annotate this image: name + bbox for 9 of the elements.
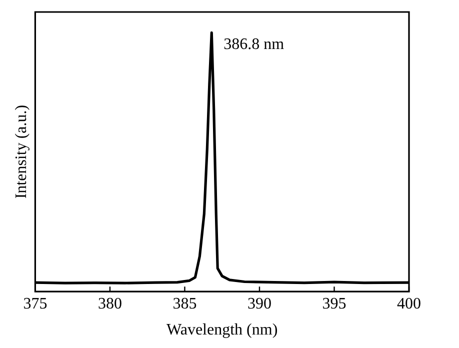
annotation: 386.8 nm [224,36,285,53]
x-tick-label: 385 [172,295,197,312]
x-tick-label: 395 [322,295,346,312]
x-tick-label: 375 [23,295,48,312]
y-axis-title: Intensity (a.u.) [12,104,30,199]
x-tick-label: 380 [98,295,122,312]
x-tick-label: 390 [247,295,272,312]
x-axis-title: Wavelength (nm) [166,322,278,339]
x-tick-label: 400 [397,295,421,312]
